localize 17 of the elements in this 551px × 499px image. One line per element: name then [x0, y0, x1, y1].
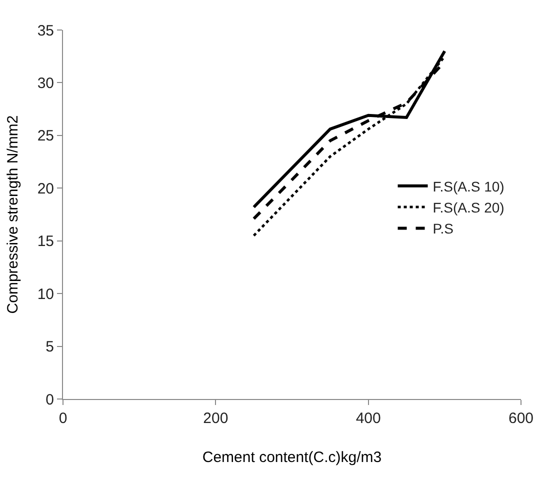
y-axis-title: Compressive strength N/mm2 — [4, 115, 22, 314]
y-tick-label: 35 — [37, 22, 54, 40]
y-tick-label: 15 — [37, 233, 54, 250]
x-tick-label: 0 — [58, 410, 68, 427]
y-tick-label: 30 — [37, 74, 54, 92]
y-tick-label: 5 — [46, 338, 54, 356]
x-axis-title: Cement content(C.c)kg/m3 — [202, 449, 382, 466]
legend-label: F.S(A.S 10) — [432, 178, 504, 194]
x-tick-label: 600 — [508, 410, 534, 427]
y-tick-label: 0 — [46, 391, 54, 408]
y-tick-label: 25 — [37, 128, 54, 145]
y-tick-label: 20 — [37, 180, 54, 198]
legend-label: P.S — [432, 220, 454, 237]
y-tick-label: 10 — [37, 286, 54, 303]
x-tick-label: 200 — [203, 410, 228, 427]
x-tick-label: 400 — [356, 410, 381, 427]
legend-label: F.S(A.S 20) — [432, 199, 504, 216]
